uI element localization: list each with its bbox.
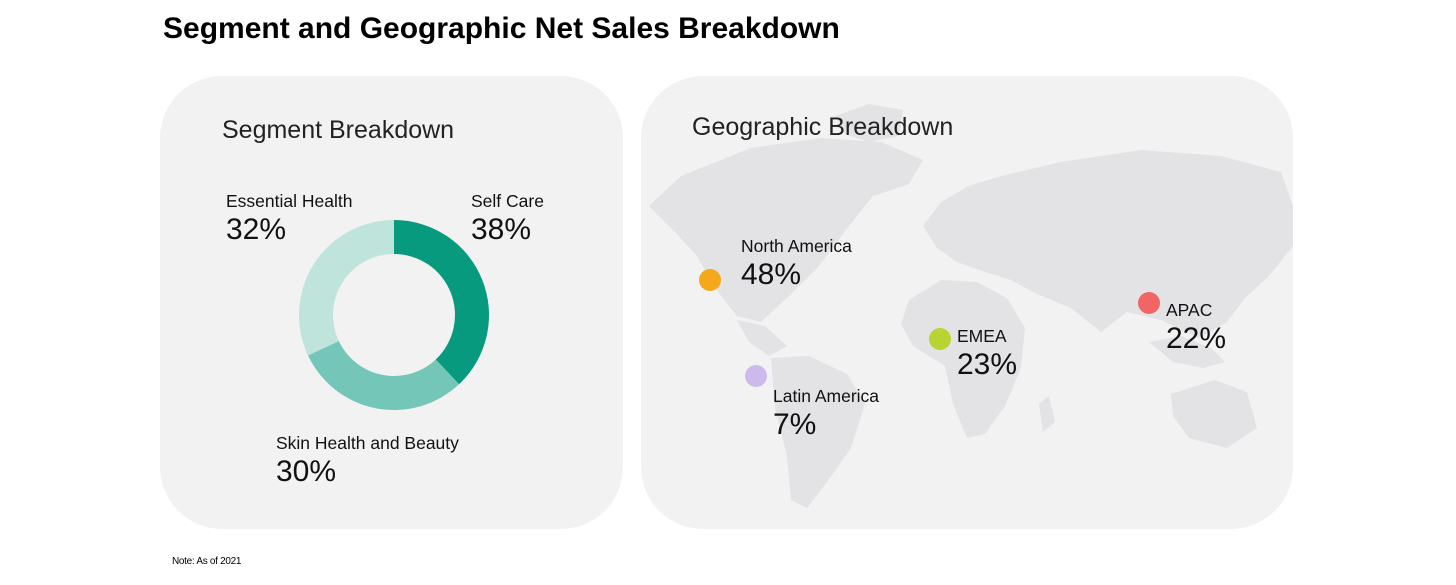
geographic-breakdown-card: Geographic Breakdown North America 48% L…	[641, 76, 1293, 529]
region-percent: 7%	[773, 408, 817, 441]
region-percent: 48%	[741, 258, 802, 291]
self-care-label: Self Care 38%	[471, 190, 544, 247]
segment-donut-chart	[299, 220, 489, 410]
segment-percent: 32%	[226, 213, 287, 246]
region-name: EMEA	[957, 326, 1007, 346]
essential-health-label: Essential Health 32%	[226, 190, 352, 247]
region-name: North America	[741, 236, 852, 256]
region-name: Latin America	[773, 386, 880, 406]
segment-card-title: Segment Breakdown	[222, 116, 455, 144]
segment-breakdown-card: Segment Breakdown Essential Health 32% S…	[160, 76, 623, 529]
footnote: Note: As of 2021	[172, 556, 242, 567]
segment-name: Essential Health	[226, 191, 353, 211]
north-america-marker	[699, 269, 721, 291]
region-name: APAC	[1166, 300, 1213, 320]
donut-slice-skin-health-and-beauty	[308, 340, 460, 410]
emea-marker	[929, 328, 951, 350]
north-america-label: North America 48%	[741, 235, 852, 292]
region-percent: 22%	[1166, 322, 1227, 355]
latin-america-label: Latin America 7%	[773, 385, 879, 442]
apac-label: APAC 22%	[1166, 299, 1226, 356]
donut-slice-essential-health	[299, 220, 394, 356]
segment-name: Self Care	[471, 191, 544, 211]
segment-percent: 30%	[276, 455, 337, 488]
apac-marker	[1138, 292, 1160, 314]
emea-label: EMEA 23%	[957, 325, 1017, 382]
geographic-card-title: Geographic Breakdown	[692, 113, 954, 141]
segment-percent: 38%	[471, 213, 532, 246]
segment-name: Skin Health and Beauty	[276, 433, 459, 453]
page-title: Segment and Geographic Net Sales Breakdo…	[163, 12, 840, 45]
world-map-background	[649, 104, 1293, 508]
donut-slice-self-care	[394, 220, 489, 385]
region-percent: 23%	[957, 348, 1018, 381]
latin-america-marker	[745, 365, 767, 387]
skin-health-beauty-label: Skin Health and Beauty 30%	[276, 432, 459, 489]
